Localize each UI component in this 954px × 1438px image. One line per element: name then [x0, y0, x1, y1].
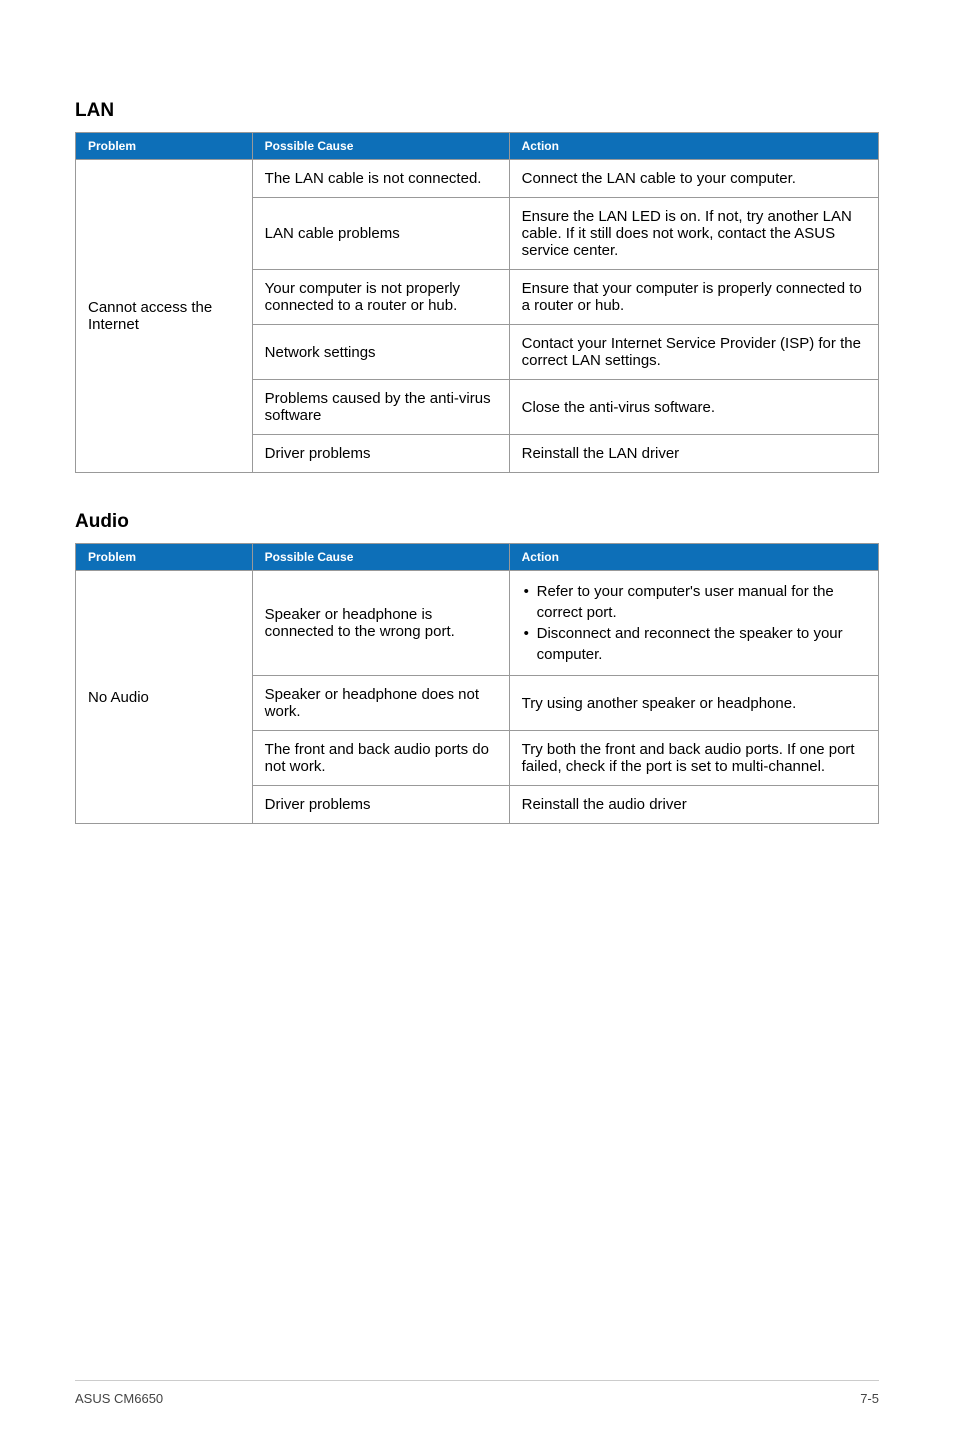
lan-action-cell: Reinstall the LAN driver	[509, 435, 878, 473]
page-footer: ASUS CM6650 7-5	[75, 1380, 879, 1406]
footer-left: ASUS CM6650	[75, 1391, 163, 1406]
audio-cause-cell: Driver problems	[252, 786, 509, 824]
lan-cause-cell: LAN cable problems	[252, 198, 509, 270]
audio-th-cause: Possible Cause	[252, 544, 509, 571]
lan-action-cell: Ensure that your computer is properly co…	[509, 270, 878, 325]
lan-cause-cell: The LAN cable is not connected.	[252, 160, 509, 198]
audio-cause-cell: Speaker or headphone is connected to the…	[252, 571, 509, 676]
table-row: No Audio Speaker or headphone is connect…	[76, 571, 879, 676]
audio-action-cell: Try both the front and back audio ports.…	[509, 731, 878, 786]
audio-th-problem: Problem	[76, 544, 253, 571]
table-row: Cannot access the Internet The LAN cable…	[76, 160, 879, 198]
lan-cause-cell: Your computer is not properly connected …	[252, 270, 509, 325]
audio-bullet-list: Refer to your computer's user manual for…	[522, 581, 866, 665]
lan-cause-cell: Network settings	[252, 325, 509, 380]
lan-heading: LAN	[75, 100, 879, 122]
lan-action-cell: Close the anti-virus software.	[509, 380, 878, 435]
lan-th-problem: Problem	[76, 133, 253, 160]
lan-th-cause: Possible Cause	[252, 133, 509, 160]
lan-problem-cell: Cannot access the Internet	[76, 160, 253, 473]
list-item: Disconnect and reconnect the speaker to …	[522, 623, 866, 665]
audio-cause-cell: The front and back audio ports do not wo…	[252, 731, 509, 786]
lan-action-cell: Contact your Internet Service Provider (…	[509, 325, 878, 380]
lan-cause-cell: Driver problems	[252, 435, 509, 473]
lan-action-cell: Connect the LAN cable to your computer.	[509, 160, 878, 198]
audio-action-cell: Reinstall the audio driver	[509, 786, 878, 824]
lan-table: Problem Possible Cause Action Cannot acc…	[75, 132, 879, 473]
audio-heading: Audio	[75, 511, 879, 533]
audio-cause-cell: Speaker or headphone does not work.	[252, 676, 509, 731]
audio-action-cell: Refer to your computer's user manual for…	[509, 571, 878, 676]
audio-table: Problem Possible Cause Action No Audio S…	[75, 543, 879, 824]
audio-problem-cell: No Audio	[76, 571, 253, 824]
lan-th-action: Action	[509, 133, 878, 160]
audio-action-cell: Try using another speaker or headphone.	[509, 676, 878, 731]
list-item: Refer to your computer's user manual for…	[522, 581, 866, 623]
footer-right: 7-5	[860, 1391, 879, 1406]
audio-th-action: Action	[509, 544, 878, 571]
lan-action-cell: Ensure the LAN LED is on. If not, try an…	[509, 198, 878, 270]
lan-cause-cell: Problems caused by the anti-virus softwa…	[252, 380, 509, 435]
